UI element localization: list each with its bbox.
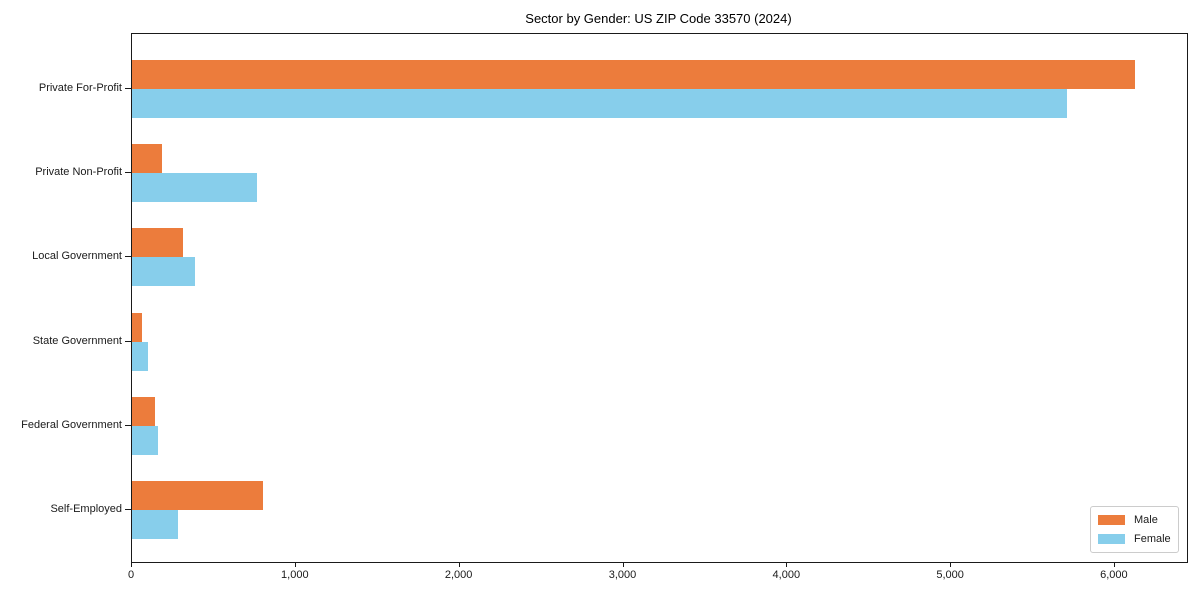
- x-tick-label-1-000: 1,000: [281, 569, 309, 581]
- legend-swatch-female: [1098, 534, 1125, 544]
- x-tick-mark: [294, 562, 296, 567]
- y-tick-mark: [125, 256, 131, 257]
- y-tick-label-private-for-profit: Private For-Profit: [38, 82, 122, 94]
- x-tick-label-5-000: 5,000: [936, 569, 964, 581]
- y-tick-mark: [125, 172, 131, 173]
- bar-male-state-government: [132, 313, 142, 342]
- y-tick-mark: [125, 341, 131, 342]
- bar-male-private-for-profit: [132, 60, 1135, 89]
- y-tick-label-state-government: State Government: [32, 335, 122, 347]
- x-tick-mark: [131, 562, 132, 567]
- y-tick-label-private-non-profit: Private Non-Profit: [35, 166, 122, 178]
- legend-swatch-male: [1098, 515, 1125, 525]
- y-tick-mark: [125, 425, 131, 426]
- bar-male-self-employed: [132, 481, 264, 510]
- legend-label-male: Male: [1134, 513, 1158, 526]
- legend-label-female: Female: [1134, 532, 1171, 545]
- x-tick-label-0: 0: [127, 569, 135, 581]
- bar-female-local-government: [132, 257, 196, 286]
- x-tick-mark: [950, 562, 952, 567]
- x-tick-label-2-000: 2,000: [444, 569, 473, 581]
- bar-female-private-non-profit: [132, 173, 257, 202]
- y-tick-mark: [125, 88, 131, 89]
- bar-female-private-for-profit: [132, 89, 1068, 118]
- x-tick-mark: [458, 562, 460, 567]
- bar-female-state-government: [132, 342, 148, 371]
- y-tick-label-federal-government: Federal Government: [21, 419, 122, 431]
- bar-female-self-employed: [132, 510, 178, 539]
- bar-male-private-non-profit: [132, 144, 162, 173]
- x-tick-mark: [786, 562, 788, 567]
- legend-entry-male: Male: [1098, 513, 1178, 528]
- y-tick-label-self-employed: Self-Employed: [50, 503, 122, 515]
- x-tick-mark: [622, 562, 624, 567]
- chart-title: Sector by Gender: US ZIP Code 33570 (202…: [525, 11, 792, 26]
- x-tick-mark: [1113, 562, 1115, 567]
- bar-male-federal-government: [132, 397, 155, 426]
- x-tick-label-6-000: 6,000: [1100, 569, 1128, 581]
- x-tick-label-3-000: 3,000: [608, 569, 637, 581]
- y-tick-label-local-government: Local Government: [32, 250, 122, 262]
- y-tick-mark: [125, 509, 131, 510]
- bar-female-federal-government: [132, 426, 159, 455]
- legend-entry-female: Female: [1098, 532, 1178, 547]
- x-tick-label-4-000: 4,000: [772, 569, 801, 581]
- plot-area: [131, 33, 1188, 563]
- legend: Male Female: [1090, 506, 1179, 553]
- bar-male-local-government: [132, 228, 183, 257]
